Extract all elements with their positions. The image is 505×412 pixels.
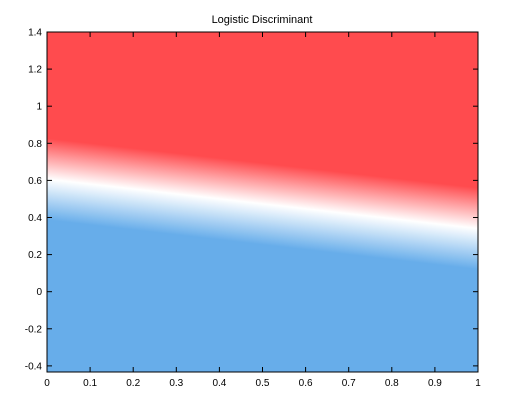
x-tick-label: 0.3 — [169, 378, 183, 389]
x-tick-label: 0.8 — [385, 378, 399, 389]
x-tick-label: 0 — [44, 378, 50, 389]
x-tick-label: 0.1 — [83, 378, 97, 389]
y-tick-label: 1 — [36, 102, 42, 113]
x-tick-label: 0.4 — [212, 378, 226, 389]
y-tick-label: 0.4 — [28, 213, 42, 224]
y-axis: -0.4 -0.2 0 0.2 0.4 0.6 0.8 1 1.2 1.4 — [25, 28, 478, 372]
x-tick-label: 1 — [475, 378, 481, 389]
x-axis: 0 0.1 0.2 0.3 0.4 0.5 0.6 0.7 0.8 0.9 1 — [44, 32, 481, 389]
x-tick-label: 0.6 — [299, 378, 313, 389]
heatmap-fill — [47, 32, 478, 372]
chart-title: Logistic Discriminant — [212, 14, 313, 26]
y-tick-label: 0.2 — [28, 250, 42, 261]
x-tick-label: 0.7 — [342, 378, 356, 389]
y-tick-label: 1.4 — [28, 28, 42, 39]
y-tick-label: 1.2 — [28, 65, 42, 76]
y-tick-label: 0.8 — [28, 139, 42, 150]
y-tick-label: 0.6 — [28, 176, 42, 187]
y-tick-label: -0.4 — [25, 361, 43, 372]
y-tick-label: -0.2 — [25, 324, 43, 335]
x-tick-label: 0.9 — [428, 378, 442, 389]
y-tick-label: 0 — [36, 287, 42, 298]
x-tick-label: 0.5 — [256, 378, 270, 389]
x-tick-label: 0.2 — [126, 378, 140, 389]
probability-heatmap — [47, 32, 478, 372]
